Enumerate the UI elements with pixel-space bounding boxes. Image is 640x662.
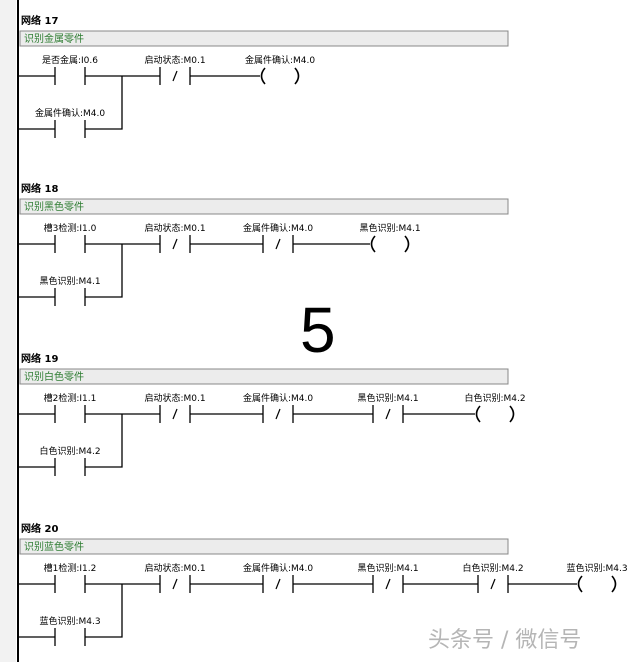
- coil-right-paren: [509, 405, 515, 423]
- contact-label: 金属件确认:M4.0: [243, 222, 313, 234]
- normally-closed-slash: [172, 408, 178, 420]
- coil-left-paren: [577, 575, 583, 593]
- network-comment: 识别金属零件: [24, 32, 84, 45]
- network-title[interactable]: 网络 17: [21, 14, 58, 27]
- network-title[interactable]: 网络 18: [21, 182, 58, 195]
- coil-right-paren: [294, 67, 300, 85]
- network-comment-box[interactable]: [19, 538, 509, 555]
- contact-1[interactable]: 启动状态:M0.1: [144, 54, 206, 85]
- contact-label: 槽2检测:I1.1: [44, 392, 97, 404]
- coil-left-paren: [475, 405, 481, 423]
- branch-contact[interactable]: 白色识别:M4.2: [39, 445, 101, 476]
- normally-closed-slash: [490, 578, 496, 590]
- editor-gutter: [0, 0, 16, 662]
- output-coil[interactable]: 蓝色识别:M4.3: [566, 562, 628, 593]
- coil-left-paren: [370, 235, 376, 253]
- normally-closed-slash: [385, 408, 391, 420]
- contact-label: 黑色识别:M4.1: [357, 392, 418, 404]
- contact-label: 金属件确认:M4.0: [35, 107, 105, 119]
- contact-0[interactable]: 槽3检测:I1.0: [44, 222, 97, 253]
- overlay-number: 5: [300, 294, 336, 366]
- network-comment-box[interactable]: [19, 198, 509, 215]
- contact-1[interactable]: 启动状态:M0.1: [144, 562, 206, 593]
- branch-join-wire: [85, 76, 123, 130]
- branch-join-wire: [85, 244, 123, 298]
- contact-1[interactable]: 启动状态:M0.1: [144, 222, 206, 253]
- coil-label: 金属件确认:M4.0: [245, 54, 315, 66]
- contact-1[interactable]: 启动状态:M0.1: [144, 392, 206, 423]
- output-coil[interactable]: 白色识别:M4.2: [464, 392, 526, 423]
- contact-label: 黑色识别:M4.1: [357, 562, 418, 574]
- network-comment: 识别黑色零件: [24, 200, 84, 213]
- contact-label: 槽1检测:I1.2: [44, 562, 97, 574]
- contact-3[interactable]: 黑色识别:M4.1: [357, 562, 419, 593]
- normally-closed-slash: [275, 238, 281, 250]
- network-title[interactable]: 网络 19: [21, 352, 58, 365]
- contact-label: 槽3检测:I1.0: [44, 222, 97, 234]
- contact-2[interactable]: 金属件确认:M4.0: [243, 222, 313, 253]
- network-comment: 识别白色零件: [24, 370, 84, 383]
- contact-label: 金属件确认:M4.0: [243, 392, 313, 404]
- network-comment-box[interactable]: [19, 30, 509, 47]
- network-comment-box[interactable]: [19, 368, 509, 385]
- watermark: 头条号 / 微信号: [428, 628, 582, 653]
- coil-right-paren: [404, 235, 410, 253]
- contact-label: 启动状态:M0.1: [144, 222, 205, 234]
- branch-join-wire: [85, 584, 123, 638]
- network-comment: 识别蓝色零件: [24, 540, 84, 553]
- contact-label: 蓝色识别:M4.3: [39, 615, 100, 627]
- coil-label: 黑色识别:M4.1: [359, 222, 420, 234]
- branch-contact[interactable]: 蓝色识别:M4.3: [39, 615, 101, 646]
- contact-label: 金属件确认:M4.0: [243, 562, 313, 574]
- normally-closed-slash: [172, 238, 178, 250]
- branch-contact[interactable]: 金属件确认:M4.0: [35, 107, 105, 138]
- coil-label: 蓝色识别:M4.3: [566, 562, 627, 574]
- coil-right-paren: [611, 575, 617, 593]
- contact-label: 白色识别:M4.2: [462, 562, 523, 574]
- contact-2[interactable]: 金属件确认:M4.0: [243, 392, 313, 423]
- branch-join-wire: [85, 414, 123, 468]
- contact-label: 启动状态:M0.1: [144, 392, 205, 404]
- contact-3[interactable]: 黑色识别:M4.1: [357, 392, 419, 423]
- contact-0[interactable]: 是否金属:I0.6: [42, 54, 98, 85]
- normally-closed-slash: [275, 578, 281, 590]
- contact-label: 启动状态:M0.1: [144, 54, 205, 66]
- contact-0[interactable]: 槽1检测:I1.2: [44, 562, 97, 593]
- normally-closed-slash: [275, 408, 281, 420]
- normally-closed-slash: [172, 70, 178, 82]
- contact-4[interactable]: 白色识别:M4.2: [462, 562, 524, 593]
- contact-2[interactable]: 金属件确认:M4.0: [243, 562, 313, 593]
- output-coil[interactable]: 金属件确认:M4.0: [245, 54, 315, 85]
- contact-label: 白色识别:M4.2: [39, 445, 100, 457]
- network-title[interactable]: 网络 20: [21, 522, 58, 535]
- contact-label: 黑色识别:M4.1: [39, 275, 100, 287]
- output-coil[interactable]: 黑色识别:M4.1: [359, 222, 421, 253]
- coil-label: 白色识别:M4.2: [464, 392, 525, 404]
- branch-contact[interactable]: 黑色识别:M4.1: [39, 275, 101, 306]
- contact-label: 是否金属:I0.6: [42, 54, 98, 66]
- contact-label: 启动状态:M0.1: [144, 562, 205, 574]
- normally-closed-slash: [172, 578, 178, 590]
- normally-closed-slash: [385, 578, 391, 590]
- coil-left-paren: [260, 67, 266, 85]
- contact-0[interactable]: 槽2检测:I1.1: [44, 392, 97, 423]
